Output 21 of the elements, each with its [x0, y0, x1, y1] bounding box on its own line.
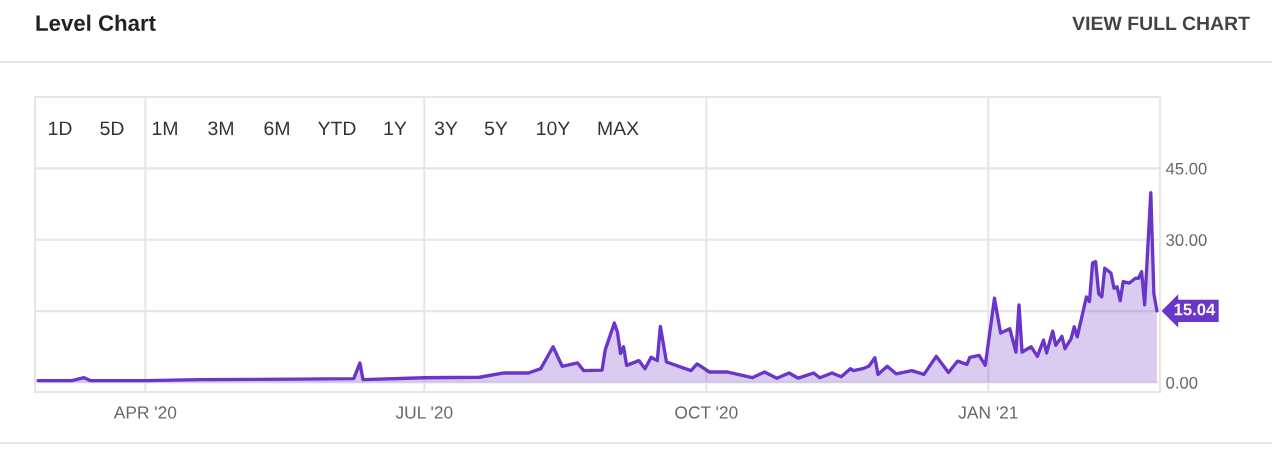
annotation: 15.04 [1174, 303, 1216, 316]
annotation: 1D [49, 121, 72, 136]
annotation: 1Y [384, 121, 407, 136]
annotation: 3Y [434, 121, 458, 136]
x-tick-label: OCT '20 [675, 406, 738, 419]
x-tick-label: JUL '20 [395, 406, 453, 419]
annotation: MAX [598, 121, 639, 136]
text: VIEW FULL CHART [1072, 16, 1250, 31]
x-tick-label: APR '20 [113, 406, 177, 419]
annotation: 3M [208, 121, 233, 136]
y-tick-label: 30.00 [1166, 234, 1207, 246]
x-tick-label: JAN '21 [958, 406, 1018, 419]
annotation: 1M [152, 121, 177, 136]
annotation: 10Y [537, 121, 570, 136]
annotation: YTD [317, 121, 356, 136]
chart-title: Level Chart [36, 14, 156, 31]
annotation: 5Y [484, 121, 508, 136]
y-tick-label: 45.00 [1165, 162, 1207, 175]
annotation: 6M [264, 121, 289, 136]
y-tick-label: 0.00 [1166, 376, 1198, 389]
annotation: 5D [100, 121, 124, 136]
